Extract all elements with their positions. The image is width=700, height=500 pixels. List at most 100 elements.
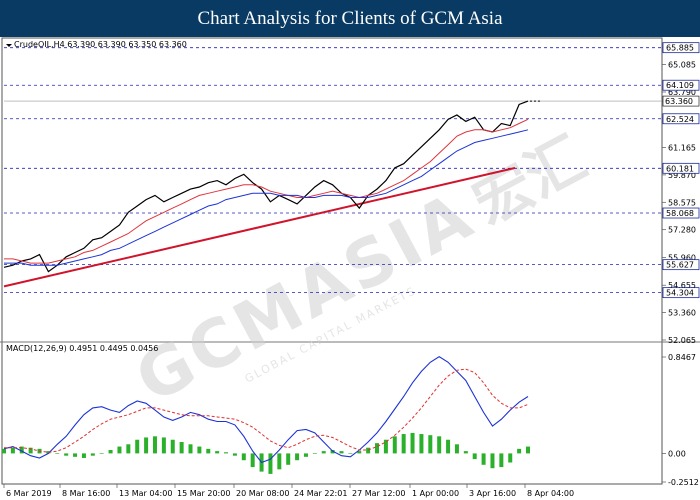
histogram-bar [437,436,442,454]
x-tick-label: 20 Mar 08:00 [236,489,289,498]
level-label-box [662,42,700,54]
histogram-bar [472,453,477,460]
level-label-box [662,287,700,299]
histogram-bar [375,443,380,454]
price-chart: GCMASIA 宏汇 GLOBAL CAPITAL MARKETS CrudeO… [0,37,700,498]
histogram-bar [410,432,415,454]
histogram-bar [463,451,468,454]
histogram-bar [517,448,522,454]
histogram-bar [90,453,95,456]
x-tick-label: 3 Apr 16:00 [469,489,516,498]
y-tick-label: 54.655 [668,281,696,290]
histogram-bar [232,453,237,456]
histogram-bar [321,451,326,454]
histogram-bar [2,448,6,454]
histogram-bar [99,453,104,454]
x-tick-label: 8 Mar 16:00 [62,489,110,498]
histogram-bar [490,453,495,469]
histogram-bar [303,453,308,457]
level-label: 55.627 [666,261,694,270]
y-tick-label: 61.165 [668,144,696,153]
trendline [3,166,516,288]
histogram-bar [481,453,486,465]
histogram-bar [108,449,113,454]
histogram-bar [312,453,317,454]
level-label: 58.068 [666,209,694,218]
price-panel-header: CrudeOIL,H4 63.390 63.390 63.350 63.360 [14,40,187,49]
histogram-bar [81,453,86,458]
histogram-bar [295,453,300,461]
level-label: 60.181 [666,164,694,173]
watermark: GCMASIA 宏汇 GLOBAL CAPITAL MARKETS [124,124,597,419]
histogram-bar [401,434,406,454]
histogram-bar [428,435,433,454]
histogram-bar [55,453,60,454]
histogram-bar [215,451,220,454]
y-tick-label: 52.065 [668,336,696,345]
histogram-bar [188,444,193,454]
histogram-bar [392,436,397,454]
y-tick-label: 63.790 [668,88,696,97]
level-label-box [662,207,700,219]
histogram-bar [499,453,504,468]
histogram-bar [348,453,353,454]
histogram-bar [64,453,69,456]
dropdown-triangle-icon[interactable] [6,44,12,47]
level-label: 64.109 [666,81,694,90]
level-label-box [662,162,700,174]
macd-panel-header: MACD(12,26,9) 0.4951 0.4495 0.0456 [6,344,158,353]
histogram-bar [206,448,211,454]
support-resistance-levels [4,47,662,294]
macd-tick-label: 0.00 [668,449,686,458]
histogram-bar [357,451,362,454]
series-MA-red [4,118,529,264]
histogram-bar [179,442,184,454]
y-tick-label: 55.960 [668,254,696,263]
current-price-marker: 63.360 [662,95,700,107]
x-tick-label: 24 Mar 22:01 [294,489,347,498]
x-tick-label: 1 Apr 00:00 [412,489,459,498]
histogram-bar [250,453,255,468]
y-tick-label: 53.360 [668,309,696,318]
level-label-box [662,259,700,271]
series-MA-blue [4,129,529,266]
histogram-bar [268,453,273,474]
macd-tick-label: 0.8467 [668,353,696,362]
current-price-box [662,95,700,107]
x-tick-label: 13 Mar 04:00 [119,489,172,498]
histogram-bar [286,453,291,465]
histogram-bar [170,439,175,454]
x-tick-label: 15 Mar 20:00 [177,489,230,498]
histogram-bar [454,444,459,454]
histogram-bar [19,446,24,454]
histogram-bar [277,453,282,470]
level-label: 62.524 [666,115,694,124]
macd-histogram [2,432,530,474]
histogram-bar [197,446,202,454]
y-tick-label: 58.575 [668,198,696,207]
trendline-line [3,166,516,288]
histogram-bar [117,446,122,454]
histogram-bar [161,437,166,454]
x-tick-label: 8 Apr 04:00 [527,489,574,498]
histogram-bar [73,453,78,457]
histogram-bar [10,447,15,454]
histogram-bar [241,453,246,461]
level-label-box [662,113,700,125]
level-label-box [662,79,700,91]
y-tick-label: 57.280 [668,226,696,235]
histogram-bar [526,446,530,454]
histogram-bar [339,451,344,454]
macd-lines [3,355,529,464]
macd-line [3,355,529,464]
histogram-bar [152,436,157,454]
histogram-bar [224,452,229,454]
macd-panel-frame [1,341,663,485]
histogram-bar [508,453,513,463]
x-axis: 6 Mar 2019 8 Mar 16:00 13 Mar 04:00 15 Mar … [3,484,574,498]
histogram-bar [446,439,451,454]
y-tick-label: 65.085 [668,61,696,70]
level-labels: 65.885 64.109 62.524 60.181 58.068 55.627 54.3… [662,42,700,299]
level-label: 54.304 [666,289,694,298]
series-price [3,100,529,273]
